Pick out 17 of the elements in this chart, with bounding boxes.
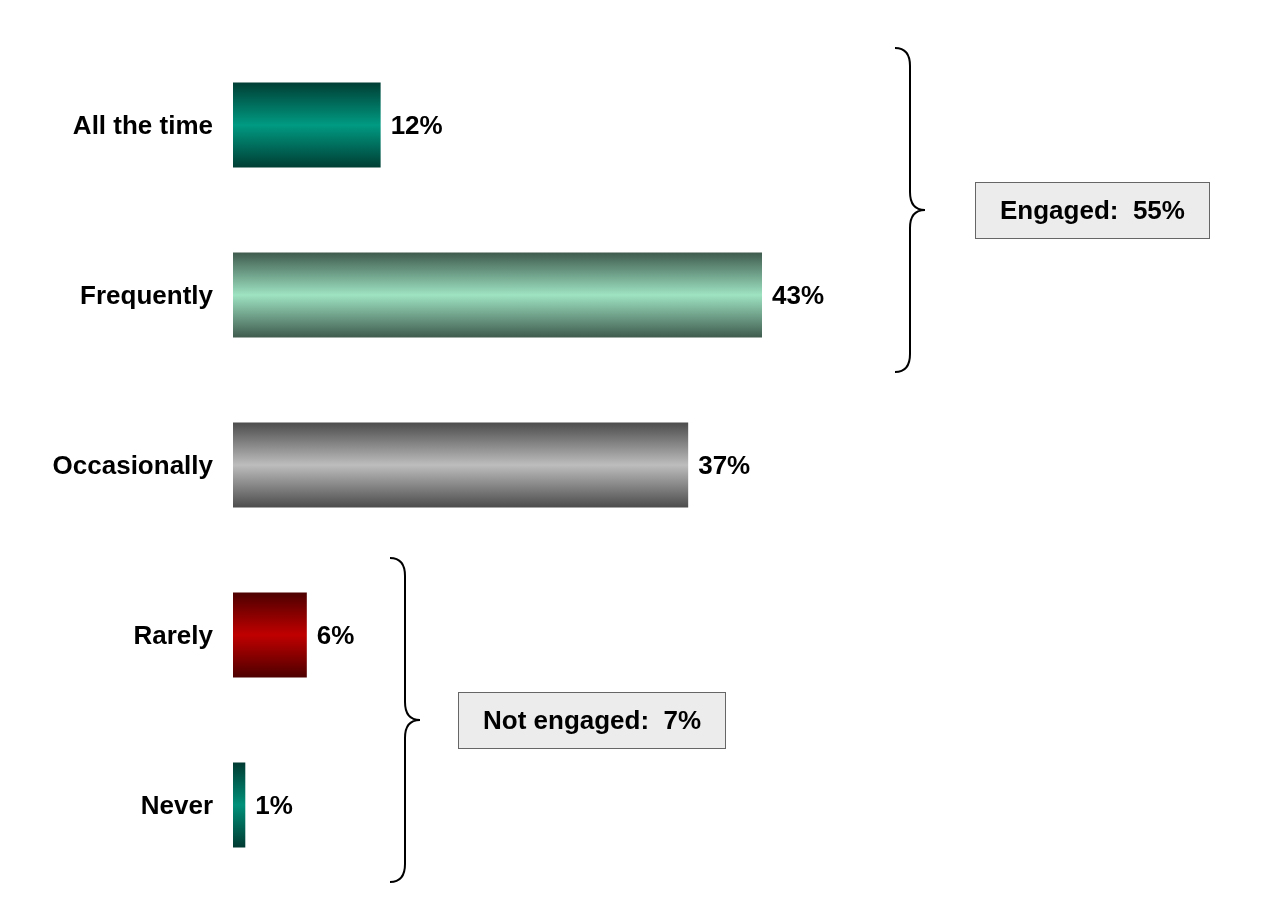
data-label: 43% (772, 280, 825, 310)
y-tick-label: Rarely (133, 620, 214, 650)
y-tick-label: All the time (72, 110, 213, 140)
bar (233, 252, 762, 338)
data-label: 6% (316, 620, 355, 650)
data-label: 1% (255, 790, 293, 820)
data-label: 37% (698, 450, 751, 480)
annotation: Not engaged: 7% (458, 691, 727, 749)
y-tick-label: Never (140, 790, 213, 820)
y-tick-label: Occasionally (52, 450, 214, 480)
y-tick-label: Frequently (80, 280, 214, 310)
bar (233, 762, 246, 848)
bar (233, 82, 381, 168)
bar (233, 422, 689, 508)
text: Engaged: 55% (975, 181, 1210, 239)
data-label: 12% (390, 110, 443, 140)
bar (233, 592, 307, 678)
